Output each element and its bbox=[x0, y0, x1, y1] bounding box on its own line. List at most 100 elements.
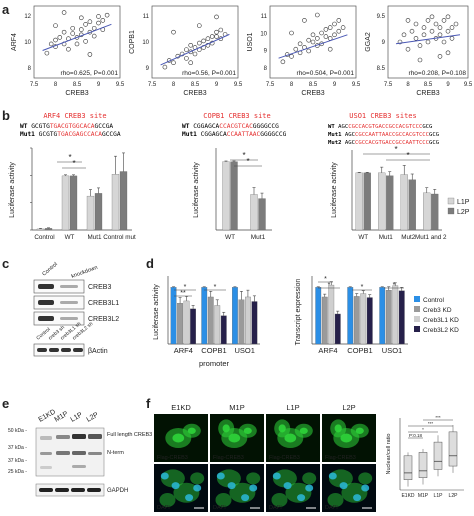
category-label: ARF4 bbox=[174, 346, 193, 355]
y-axis-label: Transcript expression bbox=[295, 279, 302, 346]
scatter-point bbox=[433, 21, 439, 27]
image-label: Flag-CREB3 bbox=[157, 455, 188, 461]
sig-star: * bbox=[242, 151, 245, 160]
bar bbox=[238, 299, 245, 345]
scatter-point bbox=[340, 25, 346, 30]
y-axis-label: GGA2 bbox=[365, 32, 372, 52]
scatter-point bbox=[314, 12, 320, 18]
sequence-row: WT CGGAGCACCACGTCACGGGGCCG bbox=[182, 123, 279, 130]
bar-chart: Control WT Mut1 Control mut Luciferase activ… bbox=[9, 147, 136, 241]
cell bbox=[190, 472, 205, 485]
bar bbox=[177, 303, 183, 345]
scatter-point bbox=[201, 38, 206, 44]
sequence-prefix: CGGAGCA bbox=[193, 123, 219, 130]
blot-band bbox=[72, 434, 86, 439]
scatter-point bbox=[421, 25, 427, 30]
lane-label: knockdown bbox=[71, 265, 99, 280]
scatter-point bbox=[323, 27, 329, 32]
category-label: WT bbox=[65, 234, 75, 241]
scatter-point bbox=[449, 36, 455, 41]
cell bbox=[302, 472, 317, 485]
scatter-point bbox=[417, 43, 423, 48]
bar bbox=[385, 290, 392, 345]
cell bbox=[327, 493, 344, 507]
sig-star: * bbox=[406, 151, 409, 160]
bar bbox=[69, 175, 78, 231]
bar bbox=[220, 315, 227, 345]
scatter-plot-2: rho=0.56, P=0.001 COPB1 11 10 9 7.5 8 8.5 9 9.5 CR… bbox=[129, 5, 243, 97]
scatter-point bbox=[197, 23, 202, 28]
legend-swatch bbox=[414, 326, 420, 332]
panel-label-b: b bbox=[2, 108, 10, 123]
x-axis-label: CREB3 bbox=[65, 90, 88, 97]
y-tick-label: 9 bbox=[264, 49, 268, 55]
x-axis-label: CREB3 bbox=[183, 90, 206, 97]
category-label: WT bbox=[225, 234, 235, 241]
sequence-site: CGCCACGTGACCGCCACGTCCC bbox=[348, 124, 422, 130]
y-tick-label: 11 bbox=[261, 14, 268, 20]
scatter-point bbox=[332, 21, 337, 27]
y-tick-label: 8.5 bbox=[377, 66, 386, 72]
bar bbox=[378, 172, 386, 231]
scatter-point bbox=[310, 39, 316, 45]
blot-band bbox=[56, 435, 70, 439]
cell bbox=[159, 493, 176, 507]
sequence-site: TGACGAGCCACA bbox=[57, 131, 102, 138]
sequence-site: CGCCAATTAACCGCCACGTCCC bbox=[355, 132, 429, 138]
sig-star: * bbox=[328, 282, 331, 289]
dapi-nucleus bbox=[193, 484, 202, 492]
sequence-site: CCACGTCAC bbox=[219, 123, 253, 130]
sig-star: * bbox=[361, 284, 364, 291]
category-label: ARF4 bbox=[318, 346, 337, 355]
bar bbox=[250, 194, 258, 231]
y-axis-label: USO1 bbox=[247, 32, 254, 51]
scatter-point bbox=[214, 34, 219, 39]
scatter-point bbox=[214, 29, 219, 35]
y-tick-label: 8 bbox=[264, 66, 268, 72]
sequence-label: Mut1 bbox=[328, 132, 345, 138]
scatter-point bbox=[302, 18, 307, 23]
bar bbox=[321, 296, 328, 345]
scatter-point bbox=[425, 18, 431, 23]
correlation-stat: rho=0.625, P=0.001 bbox=[61, 70, 119, 77]
correlation-stat: rho=0.56, P=0.001 bbox=[182, 70, 236, 77]
y-tick-label: 10 bbox=[260, 31, 267, 37]
blot-band bbox=[37, 348, 47, 352]
x-tick-label: 9.5 bbox=[234, 82, 243, 88]
box bbox=[433, 441, 443, 470]
sig-star: * bbox=[184, 284, 187, 291]
scatter-point bbox=[87, 52, 93, 57]
bar bbox=[408, 179, 416, 231]
sequence-label: Mut1 bbox=[20, 131, 39, 138]
sequence-label: Mut2 bbox=[328, 140, 345, 146]
sequence-prefix: AGC bbox=[345, 132, 355, 138]
scatter-point bbox=[327, 25, 333, 30]
scatter-point bbox=[61, 29, 67, 35]
scatter-point bbox=[48, 41, 54, 47]
x-tick-label: 9 bbox=[446, 82, 450, 88]
lane-label: L1P bbox=[70, 411, 85, 423]
correlation-stat: rho=0.208, P=0.108 bbox=[409, 70, 467, 77]
scatter-point bbox=[184, 47, 189, 52]
y-axis-label: Luciferase activity bbox=[153, 284, 160, 340]
scatter-point bbox=[441, 18, 447, 23]
sequence-row: Mut2 AGCCGCCACGTGACCGCCAATTCCCGCG bbox=[328, 140, 440, 146]
sequence-suffix: GGGGCCG bbox=[260, 131, 286, 138]
scatter-point bbox=[53, 23, 58, 28]
scatter-point bbox=[332, 32, 337, 38]
x-axis-label: CREB3 bbox=[301, 90, 324, 97]
scatter-point bbox=[205, 36, 211, 42]
legend-label: Creb3L1 KD bbox=[423, 317, 459, 324]
sequence-suffix: GCG bbox=[429, 132, 440, 138]
nucleus-signal bbox=[228, 433, 241, 443]
x-tick-label: 9.5 bbox=[352, 82, 361, 88]
blot-label: CREB3L2 bbox=[88, 316, 119, 323]
trend-line bbox=[42, 23, 112, 51]
sequence-site: CGCCACGTGACCGCCAATTCCC bbox=[355, 140, 429, 146]
scatter-point bbox=[57, 35, 63, 40]
nucleus-signal bbox=[284, 433, 297, 443]
sequence-suffix: GCG bbox=[422, 124, 433, 130]
sequence-suffix: GCCGA bbox=[95, 123, 114, 130]
scatter-point bbox=[293, 46, 299, 52]
blot-band bbox=[72, 465, 86, 468]
